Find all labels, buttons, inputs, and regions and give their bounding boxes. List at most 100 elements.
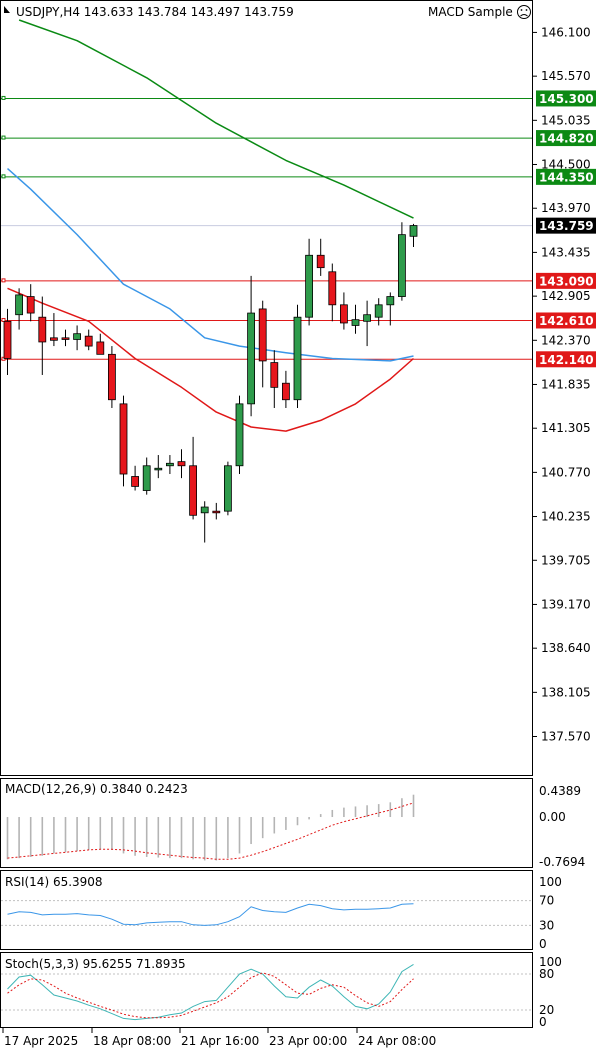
red-level-tag-label: 142.140 <box>539 353 594 367</box>
candle-body <box>363 314 372 322</box>
price-tick-label: 143.435 <box>541 245 591 259</box>
rsi-tick-label: 30 <box>539 918 554 932</box>
time-tick-label: 17 Apr 2025 <box>4 1034 78 1048</box>
red-level-tag-label: 143.090 <box>539 274 594 288</box>
candle-body <box>235 403 244 467</box>
red-level-anchor <box>1 278 6 283</box>
macd-tick-label: 0.00 <box>539 810 566 824</box>
time-tick-label: 18 Apr 08:00 <box>93 1034 171 1048</box>
stoch-tick-label: 100 <box>539 955 562 969</box>
red-level-tag <box>536 312 596 329</box>
expert-label: MACD Sample <box>428 5 513 19</box>
candle-body <box>328 271 337 306</box>
green-level-tag-label: 145.300 <box>539 92 594 106</box>
green-level-tag-label: 144.350 <box>539 170 594 184</box>
price-tick-label: 144.500 <box>541 157 591 171</box>
candle-body <box>305 254 314 318</box>
candle-body <box>339 304 348 324</box>
rsi-label: RSI(14) 65.3908 <box>5 875 103 889</box>
candle-body <box>200 506 209 514</box>
candle-body <box>119 403 128 475</box>
candle-body <box>281 382 290 401</box>
price-tick-label: 138.640 <box>541 641 591 655</box>
candle-body <box>108 353 116 401</box>
candle-body <box>409 225 418 237</box>
macd-tick-label: 0.4389 <box>539 784 581 798</box>
green-level-anchor <box>1 174 6 179</box>
price-tick-label: 145.570 <box>541 69 591 83</box>
candle-body <box>397 234 406 297</box>
price-tick-label: 146.100 <box>541 25 591 39</box>
candle-body <box>189 465 198 516</box>
rsi-line <box>7 903 414 926</box>
time-tick-label: 24 Apr 08:00 <box>358 1034 436 1048</box>
price-tick-label: 145.035 <box>541 113 591 127</box>
price-tick-label: 142.370 <box>541 333 591 347</box>
stoch-tick-label: 20 <box>539 1003 554 1017</box>
macd-panel[interactable] <box>0 778 533 868</box>
rsi-tick-label: 100 <box>539 875 562 889</box>
candle-body <box>351 319 360 326</box>
last-price-label: 143.759 <box>539 219 594 233</box>
candle-body <box>61 337 70 340</box>
candle-body <box>96 341 105 355</box>
stoch-tick-label: 0 <box>539 1015 547 1029</box>
stoch-main-line <box>7 963 414 1021</box>
candle-body <box>177 461 186 467</box>
price-tick-label: 137.570 <box>541 730 591 744</box>
red-level-anchor <box>1 317 6 322</box>
candle-body <box>3 320 12 359</box>
candle-body <box>316 254 325 269</box>
candle-body <box>258 308 267 362</box>
price-tick-label: 140.770 <box>541 465 591 479</box>
candle-body <box>15 294 24 316</box>
rsi-tick-label: 0 <box>539 937 547 951</box>
green-level-tag <box>536 90 596 107</box>
candle-body <box>386 296 395 306</box>
red-level-tag <box>536 272 596 289</box>
price-tick-label: 141.835 <box>541 377 591 391</box>
price-tick-label: 143.970 <box>541 201 591 215</box>
macd-signal-line <box>7 802 414 860</box>
green-level-tag <box>536 168 596 185</box>
green-level-anchor <box>1 135 6 140</box>
candle-body <box>26 296 35 314</box>
last-price-tag <box>536 217 596 234</box>
price-panel[interactable] <box>0 0 533 776</box>
frown-face-icon[interactable] <box>517 5 531 19</box>
slow-ma-line <box>18 19 414 219</box>
time-tick-label: 23 Apr 00:00 <box>269 1034 347 1048</box>
triangle-icon <box>4 6 10 13</box>
symbol-header: USDJPY,H4 143.633 143.784 143.497 143.75… <box>4 5 294 19</box>
stoch-panel[interactable] <box>0 952 533 1028</box>
price-tick-label: 140.235 <box>541 510 591 524</box>
candle-body <box>270 362 279 388</box>
price-tick-label: 142.905 <box>541 289 591 303</box>
price-tick-label: 139.705 <box>541 553 591 567</box>
price-tick-label: 141.305 <box>541 421 591 435</box>
price-tick-label: 138.105 <box>541 685 591 699</box>
red-level-tag-label: 142.610 <box>539 314 594 328</box>
red-level-tag <box>536 351 596 368</box>
macd-label: MACD(12,26,9) 0.3840 0.2423 <box>5 782 188 796</box>
candle-body <box>154 467 163 471</box>
stoch-tick-label: 80 <box>539 967 554 981</box>
green-level-tag <box>536 130 596 147</box>
macd-tick-label: -0.7694 <box>539 855 585 869</box>
price-tick-label: 139.170 <box>541 597 591 611</box>
medium-ma-line <box>7 168 414 362</box>
time-tick-label: 21 Apr 16:00 <box>181 1034 259 1048</box>
candle-body <box>73 333 81 340</box>
rsi-panel[interactable] <box>0 870 533 950</box>
candle-body <box>131 476 140 487</box>
fast-ma-line <box>7 287 414 432</box>
symbol-line: USDJPY,H4 143.633 143.784 143.497 143.75… <box>16 5 294 19</box>
candle-body <box>84 335 93 347</box>
stoch-label: Stoch(5,3,3) 95.6255 71.8935 <box>5 957 186 971</box>
green-level-anchor <box>1 95 6 100</box>
candle-body <box>374 304 383 318</box>
candle-body <box>142 465 151 491</box>
candle-body <box>247 312 256 405</box>
